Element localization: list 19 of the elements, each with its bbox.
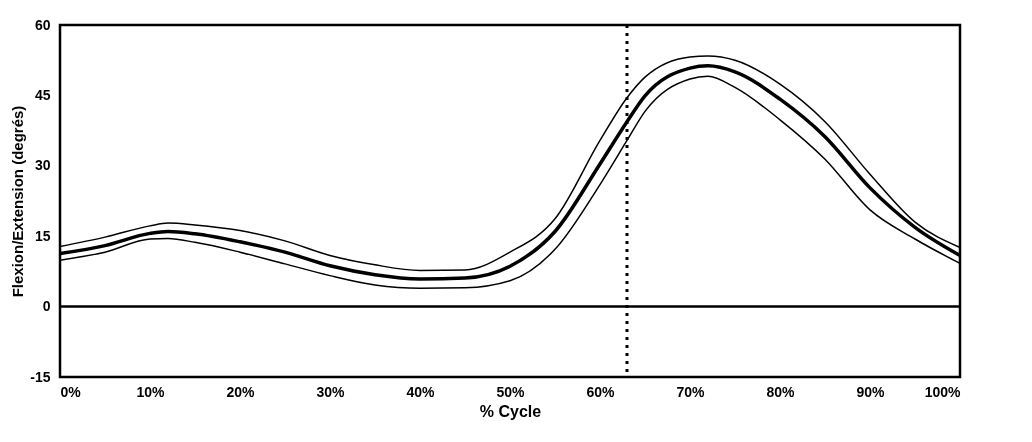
x-tick-label: 90% — [856, 383, 886, 400]
y-tick-label: 30 — [34, 157, 51, 174]
y-tick-label: 45 — [34, 86, 51, 103]
x-tick-label: 100% — [924, 383, 962, 400]
x-tick-label: 70% — [676, 383, 706, 400]
x-tick-label: 50% — [496, 383, 526, 400]
y-tick-label: -15 — [30, 368, 51, 385]
x-tick-label: 0% — [60, 383, 82, 400]
x-tick-label: 60% — [586, 383, 616, 400]
x-tick-label: 30% — [316, 383, 346, 400]
y-axis-title: Flexion/Extension (degrés) — [9, 105, 27, 298]
x-tick-label: 20% — [226, 383, 256, 400]
x-tick-label: 40% — [406, 383, 436, 400]
x-tick-label: 10% — [136, 383, 166, 400]
y-tick-label: 0 — [42, 298, 51, 315]
y-tick-label: 60 — [34, 16, 51, 33]
x-tick-label: 80% — [766, 383, 796, 400]
x-axis-title: % Cycle — [479, 402, 542, 420]
y-tick-label: 15 — [34, 227, 51, 244]
